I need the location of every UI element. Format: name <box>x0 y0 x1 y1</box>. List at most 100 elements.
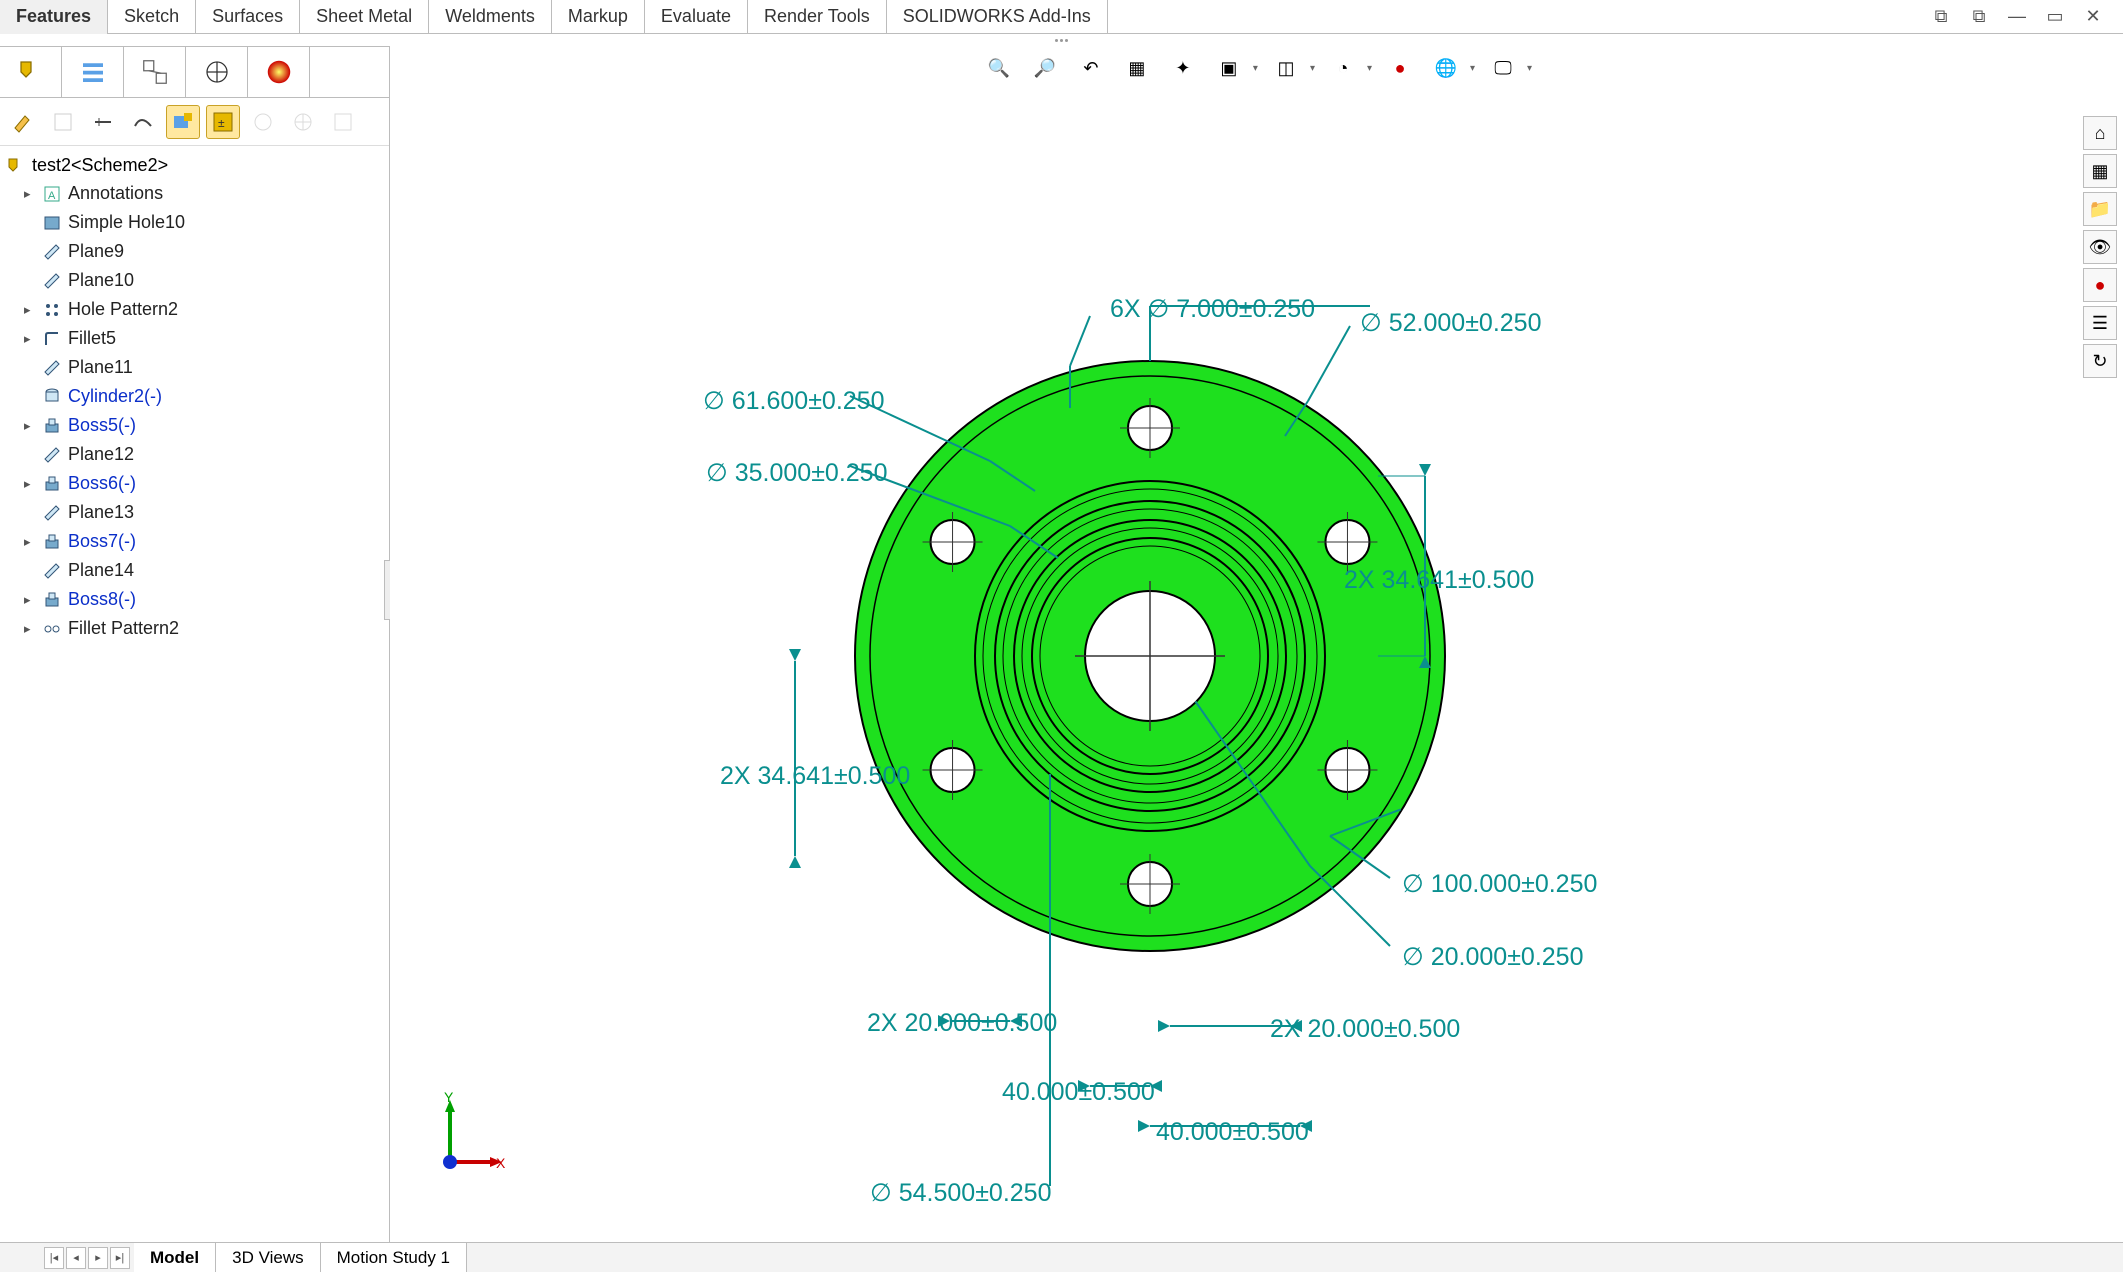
tree-expand-icon[interactable]: ▸ <box>24 476 36 492</box>
bottom-nav-first-icon[interactable]: |◂ <box>44 1247 64 1269</box>
ribbon-tabs-host: FeaturesSketchSurfacesSheet MetalWeldmen… <box>0 0 1108 34</box>
tree-item-plane13[interactable]: Plane13 <box>4 498 385 527</box>
svg-text:±: ± <box>218 116 225 130</box>
tree-item-label: Fillet Pattern2 <box>68 618 179 639</box>
hole-icon <box>42 213 62 233</box>
tool-4-icon[interactable] <box>126 105 160 139</box>
tree-item-boss8-[interactable]: ▸Boss8(-) <box>4 585 385 614</box>
window-controls: ⧉ ⧉ — ▭ ✕ <box>1929 5 2123 29</box>
ribbon-tab-weldments[interactable]: Weldments <box>429 0 552 34</box>
tool-7-icon[interactable] <box>246 105 280 139</box>
tool-2-icon[interactable] <box>46 105 80 139</box>
triad-y-label: Y <box>444 1092 454 1105</box>
tree-item-label: Plane10 <box>68 270 134 291</box>
part-icon <box>6 156 26 176</box>
bottom-tab-model[interactable]: Model <box>134 1243 216 1272</box>
window-restore-left-icon[interactable]: ⧉ <box>1929 5 1953 29</box>
bottom-nav-next-icon[interactable]: ▸ <box>88 1247 108 1269</box>
ribbon-tab-markup[interactable]: Markup <box>552 0 645 34</box>
tree-item-plane9[interactable]: Plane9 <box>4 237 385 266</box>
tree-item-annotations[interactable]: ▸ A Annotations <box>4 179 385 208</box>
ribbon-tab-sketch[interactable]: Sketch <box>108 0 196 34</box>
dimension-d-20[interactable]: ∅ 20.000±0.250 <box>1402 942 1583 972</box>
tree-item-boss6-[interactable]: ▸ Boss6(-) <box>4 469 385 498</box>
bottom-tab-motion-study-1[interactable]: Motion Study 1 <box>321 1243 467 1272</box>
tree-item-plane12[interactable]: Plane12 <box>4 440 385 469</box>
tree-item-plane11[interactable]: Plane11 <box>4 353 385 382</box>
window-restore-right-icon[interactable]: ⧉ <box>1967 5 1991 29</box>
ribbon-tab-sheet-metal[interactable]: Sheet Metal <box>300 0 429 34</box>
tree-item-label: Boss6(-) <box>68 473 136 494</box>
annotations-icon: A <box>42 184 62 204</box>
tree-expand-icon[interactable]: ▸ <box>24 621 36 637</box>
tool-8-icon[interactable] <box>286 105 320 139</box>
tool-3-icon[interactable] <box>86 105 120 139</box>
dimension-d-40a[interactable]: 40.000±0.500 <box>1002 1078 1155 1107</box>
svg-text:A: A <box>48 190 56 202</box>
dimension-d-20r[interactable]: 2X 20.000±0.500 <box>1270 1015 1460 1044</box>
ribbon-tab-solidworks-add-ins[interactable]: SOLIDWORKS Add-Ins <box>887 0 1108 34</box>
tool-sketch-icon[interactable] <box>6 105 40 139</box>
dimension-d-54[interactable]: ∅ 54.500±0.250 <box>870 1178 1051 1208</box>
tree-item-label: Plane12 <box>68 444 134 465</box>
tree-item-simple-hole10[interactable]: Simple Hole10 <box>4 208 385 237</box>
panel-tab-dimxpert[interactable] <box>186 47 248 97</box>
tree-expand-icon[interactable]: ▸ <box>24 331 36 347</box>
ribbon-tab-evaluate[interactable]: Evaluate <box>645 0 748 34</box>
panel-tab-feature-manager[interactable] <box>0 47 62 97</box>
tree-item-cylinder2-[interactable]: Cylinder2(-) <box>4 382 385 411</box>
bottom-nav-last-icon[interactable]: ▸| <box>110 1247 130 1269</box>
plane-icon <box>42 561 62 581</box>
bottom-tab-3d-views[interactable]: 3D Views <box>216 1243 321 1272</box>
tree-item-fillet5[interactable]: ▸ Fillet5 <box>4 324 385 353</box>
dimension-d-34l[interactable]: 2X 34.641±0.500 <box>720 762 910 791</box>
ribbon-tab-surfaces[interactable]: Surfaces <box>196 0 300 34</box>
ribbon-tabs: FeaturesSketchSurfacesSheet MetalWeldmen… <box>0 0 2123 34</box>
dimension-d-52[interactable]: ∅ 52.000±0.250 <box>1360 308 1541 338</box>
panel-tab-configuration-manager[interactable] <box>124 47 186 97</box>
boss-icon <box>42 590 62 610</box>
ribbon-tab-features[interactable]: Features <box>0 0 108 34</box>
bottom-nav-prev-icon[interactable]: ◂ <box>66 1247 86 1269</box>
tool-6-icon[interactable]: ± <box>206 105 240 139</box>
tree-item-label: Simple Hole10 <box>68 212 185 233</box>
tree-expand-icon[interactable]: ▸ <box>24 418 36 434</box>
tree-expand-icon[interactable]: ▸ <box>24 534 36 550</box>
tool-5-icon[interactable] <box>166 105 200 139</box>
dimension-d-100[interactable]: ∅ 100.000±0.250 <box>1402 869 1597 899</box>
fillet-icon <box>42 329 62 349</box>
tree-item-label: Plane14 <box>68 560 134 581</box>
tree-expand-icon[interactable]: ▸ <box>24 186 36 202</box>
window-maximize-icon[interactable]: ▭ <box>2043 5 2067 29</box>
tree-item-hole-pattern2[interactable]: ▸Hole Pattern2 <box>4 295 385 324</box>
dimension-d-35[interactable]: ∅ 35.000±0.250 <box>706 458 887 488</box>
plane-icon <box>42 445 62 465</box>
ribbon-tab-render-tools[interactable]: Render Tools <box>748 0 887 34</box>
tool-9-icon[interactable] <box>326 105 360 139</box>
tree-expand-icon[interactable]: ▸ <box>24 592 36 608</box>
dimension-d-40b[interactable]: 40.000±0.500 <box>1156 1118 1309 1147</box>
boss-icon <box>42 474 62 494</box>
window-close-icon[interactable]: ✕ <box>2081 5 2105 29</box>
tree-item-plane10[interactable]: Plane10 <box>4 266 385 295</box>
dimension-d-20l[interactable]: 2X 20.000±0.500 <box>867 1009 1057 1038</box>
tree-root[interactable]: test2<Scheme2> <box>4 152 385 179</box>
dimension-d-34r[interactable]: 2X 34.641±0.500 <box>1344 566 1534 595</box>
fillet-pattern-icon <box>42 619 62 639</box>
cylinder-icon <box>42 387 62 407</box>
tree-item-boss5-[interactable]: ▸Boss5(-) <box>4 411 385 440</box>
tree-item-fillet-pattern2[interactable]: ▸ Fillet Pattern2 <box>4 614 385 643</box>
tree-item-plane14[interactable]: Plane14 <box>4 556 385 585</box>
orientation-triad[interactable]: Y X <box>430 1092 510 1182</box>
window-minimize-icon[interactable]: — <box>2005 5 2029 29</box>
tree-item-label: Fillet5 <box>68 328 116 349</box>
part-drawing <box>390 46 2123 1242</box>
tree-item-label: Annotations <box>68 183 163 204</box>
dimension-d-bolt-hole[interactable]: 6X ∅ 7.000±0.250 <box>1110 294 1315 324</box>
tree-expand-icon[interactable]: ▸ <box>24 302 36 318</box>
panel-tab-display-manager[interactable] <box>248 47 310 97</box>
graphics-viewport[interactable]: 🔍 🔎 ↶ ▦ ✦ ▣▾ ◫▾ ◔▾ ● 🌐▾ 🖵▾ ⌂ ▦ 📁 👁 ● ☰ ↻… <box>390 46 2123 1242</box>
dimension-d-61[interactable]: ∅ 61.600±0.250 <box>703 386 884 416</box>
panel-tab-property-manager[interactable] <box>62 47 124 97</box>
tree-item-boss7-[interactable]: ▸Boss7(-) <box>4 527 385 556</box>
